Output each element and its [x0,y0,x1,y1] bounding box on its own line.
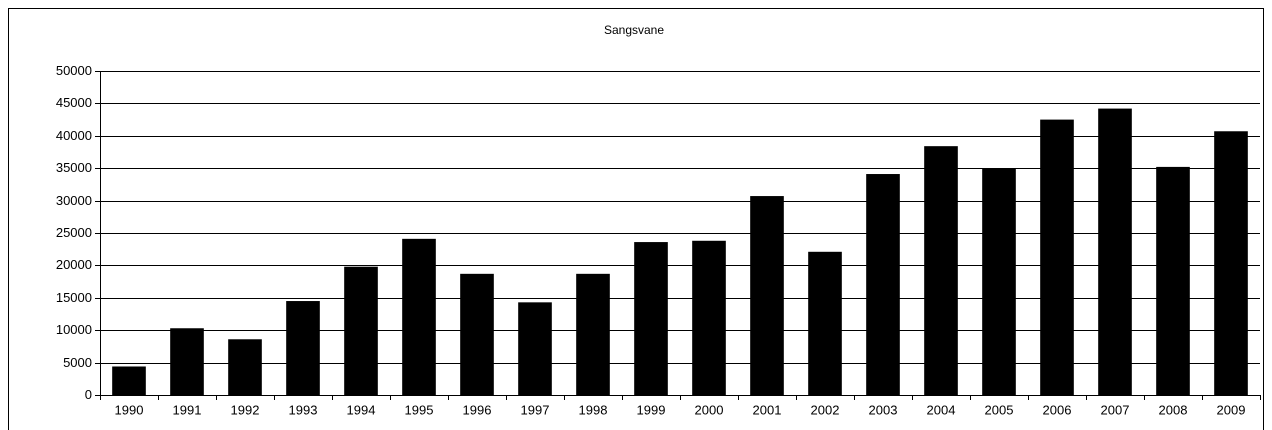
bar [1214,131,1248,395]
bar [402,238,436,395]
bar [576,273,610,395]
x-tick-label: 2007 [1101,402,1130,417]
bar [866,174,900,395]
x-tick-label: 1992 [231,402,260,417]
bar [750,196,784,395]
x-tick-label: 1997 [521,402,550,417]
x-tick-label: 2003 [869,402,898,417]
x-tick-label: 2002 [811,402,840,417]
y-tick-label: 35000 [56,160,92,175]
bar [1040,119,1074,395]
x-tick-label: 1993 [289,402,318,417]
x-tick-label: 1999 [637,402,666,417]
y-tick-label: 0 [85,387,92,402]
y-tick-label: 50000 [56,63,92,78]
bar [634,242,668,395]
x-tick-label: 2000 [695,402,724,417]
y-tick-label: 30000 [56,193,92,208]
bar [982,168,1016,395]
x-tick-label: 1994 [347,402,376,417]
y-tick-label: 5000 [63,355,92,370]
bar [286,301,320,395]
bar [808,251,842,395]
x-tick-label: 1990 [115,402,144,417]
bar [228,339,262,395]
y-tick-label: 25000 [56,225,92,240]
y-tick-label: 45000 [56,95,92,110]
y-tick-label: 10000 [56,322,92,337]
bar [1156,166,1190,395]
y-tick-label: 20000 [56,257,92,272]
bar [518,302,552,395]
chart-border [8,8,1264,430]
bar [1098,108,1132,396]
bar [170,328,204,395]
y-tick-label: 40000 [56,128,92,143]
x-tick-label: 1996 [463,402,492,417]
x-tick-label: 1998 [579,402,608,417]
x-tick-label: 2009 [1217,402,1246,417]
x-tick-label: 2001 [753,402,782,417]
bar [112,366,146,395]
x-tick-label: 1995 [405,402,434,417]
y-tick-label: 15000 [56,290,92,305]
x-tick-label: 2008 [1159,402,1188,417]
x-tick-label: 2006 [1043,402,1072,417]
x-tick-label: 1991 [173,402,202,417]
x-tick-label: 2005 [985,402,1014,417]
bar [924,146,958,395]
bar [344,266,378,395]
chart-title: Sangsvane [604,23,664,37]
bar [692,240,726,395]
bar [460,273,494,395]
x-tick-label: 2004 [927,402,956,417]
